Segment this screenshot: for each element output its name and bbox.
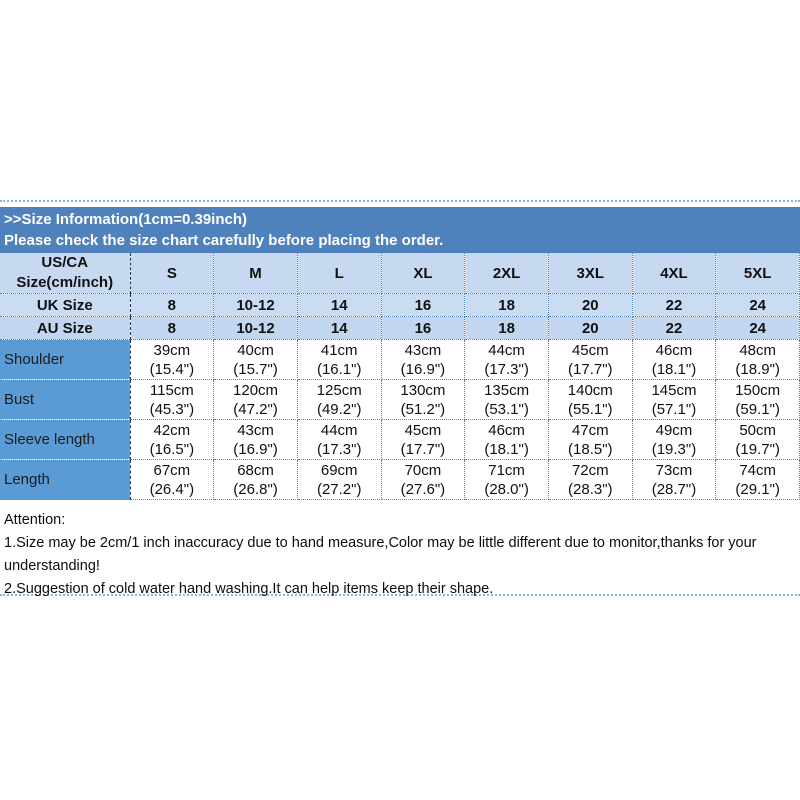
size-chart-content: >>Size Information(1cm=0.39inch) Please … (0, 200, 800, 597)
uk-size-cell: 24 (715, 293, 800, 317)
au-size-cell: 22 (631, 316, 717, 340)
measure-label: Length (0, 459, 131, 500)
measure-cell: 39cm (15.4") (129, 339, 215, 380)
measure-cell: 46cm (18.1") (631, 339, 717, 380)
measure-cell: 46cm (18.1") (464, 419, 549, 460)
au-size-cell: 18 (464, 316, 549, 340)
measure-cell: 72cm (28.3") (547, 459, 633, 500)
uk-size-cell: 18 (464, 293, 549, 317)
measure-cell: 43cm (16.9") (380, 339, 466, 380)
measure-cell: 145cm (57.1") (631, 379, 717, 420)
size-header-cell: 5XL (715, 253, 800, 294)
measure-cell: 74cm (29.1") (715, 459, 800, 500)
banner-subtitle: Please check the size chart carefully be… (4, 232, 444, 249)
measure-cell: 44cm (17.3") (296, 419, 382, 460)
measure-cell: 69cm (27.2") (296, 459, 382, 500)
measure-cell: 68cm (26.8") (213, 459, 298, 500)
attention-note-2: 2.Suggestion of cold water hand washing.… (4, 581, 494, 597)
row-label: UK Size (0, 293, 131, 317)
uk-size-cell: 14 (296, 293, 382, 317)
measure-cell: 49cm (19.3") (631, 419, 717, 460)
au-size-cell: 10-12 (213, 316, 298, 340)
measure-cell: 125cm (49.2") (296, 379, 382, 420)
corner-header-cell: US/CA Size(cm/inch) (0, 253, 131, 294)
uk-size-row: UK Size 8 10-12 14 16 18 20 22 24 (0, 293, 800, 317)
au-size-cell: 24 (715, 316, 800, 340)
au-size-cell: 8 (129, 316, 215, 340)
size-header-cell: M (213, 253, 298, 294)
attention-section: Attention: 1.Size may be 2cm/1 inch inac… (0, 500, 800, 601)
measure-cell: 45cm (17.7") (380, 419, 466, 460)
measure-cell: 48cm (18.9") (715, 339, 800, 380)
attention-heading: Attention: (4, 512, 66, 528)
measure-cell: 115cm (45.3") (129, 379, 215, 420)
measure-cell: 42cm (16.5") (129, 419, 215, 460)
measure-cell: 130cm (51.2") (380, 379, 466, 420)
size-header-cell: 4XL (631, 253, 717, 294)
measure-label: Shoulder (0, 339, 131, 380)
au-size-cell: 16 (380, 316, 466, 340)
uk-size-cell: 22 (631, 293, 717, 317)
bust-row: Bust 115cm (45.3") 120cm (47.2") 125cm (… (0, 379, 800, 420)
au-size-cell: 14 (296, 316, 382, 340)
measure-cell: 41cm (16.1") (296, 339, 382, 380)
measure-cell: 73cm (28.7") (631, 459, 717, 500)
size-header-cell: 3XL (547, 253, 633, 294)
measure-cell: 140cm (55.1") (547, 379, 633, 420)
measure-cell: 50cm (19.7") (715, 419, 800, 460)
sleeve-length-row: Sleeve length 42cm (16.5") 43cm (16.9") … (0, 419, 800, 460)
uk-size-cell: 10-12 (213, 293, 298, 317)
row-label: AU Size (0, 316, 131, 340)
au-size-row: AU Size 8 10-12 14 16 18 20 22 24 (0, 316, 800, 340)
measure-cell: 45cm (17.7") (547, 339, 633, 380)
measure-label: Bust (0, 379, 131, 420)
banner-title: >>Size Information(1cm=0.39inch) (4, 211, 247, 228)
au-size-cell: 20 (547, 316, 633, 340)
size-header-cell: L (296, 253, 382, 294)
attention-note-1: 1.Size may be 2cm/1 inch inaccuracy due … (4, 535, 757, 574)
size-header-cell: S (129, 253, 215, 294)
measure-cell: 43cm (16.9") (213, 419, 298, 460)
measure-cell: 150cm (59.1") (715, 379, 800, 420)
size-header-cell: XL (380, 253, 466, 294)
uk-size-cell: 8 (129, 293, 215, 317)
measure-cell: 44cm (17.3") (464, 339, 549, 380)
measure-label: Sleeve length (0, 419, 131, 460)
size-header-cell: 2XL (464, 253, 549, 294)
measure-cell: 40cm (15.7") (213, 339, 298, 380)
length-row: Length 67cm (26.4") 68cm (26.8") 69cm (2… (0, 459, 800, 500)
measure-cell: 67cm (26.4") (129, 459, 215, 500)
measure-cell: 120cm (47.2") (213, 379, 298, 420)
measure-cell: 135cm (53.1") (464, 379, 549, 420)
size-header-row: US/CA Size(cm/inch) S M L XL 2XL 3XL 4XL… (0, 253, 800, 294)
shoulder-row: Shoulder 39cm (15.4") 40cm (15.7") 41cm … (0, 339, 800, 380)
size-chart-banner: >>Size Information(1cm=0.39inch) Please … (0, 207, 800, 253)
measure-cell: 47cm (18.5") (547, 419, 633, 460)
uk-size-cell: 16 (380, 293, 466, 317)
size-table: US/CA Size(cm/inch) S M L XL 2XL 3XL 4XL… (0, 253, 800, 500)
measure-cell: 71cm (28.0") (464, 459, 549, 500)
uk-size-cell: 20 (547, 293, 633, 317)
measure-cell: 70cm (27.6") (380, 459, 466, 500)
